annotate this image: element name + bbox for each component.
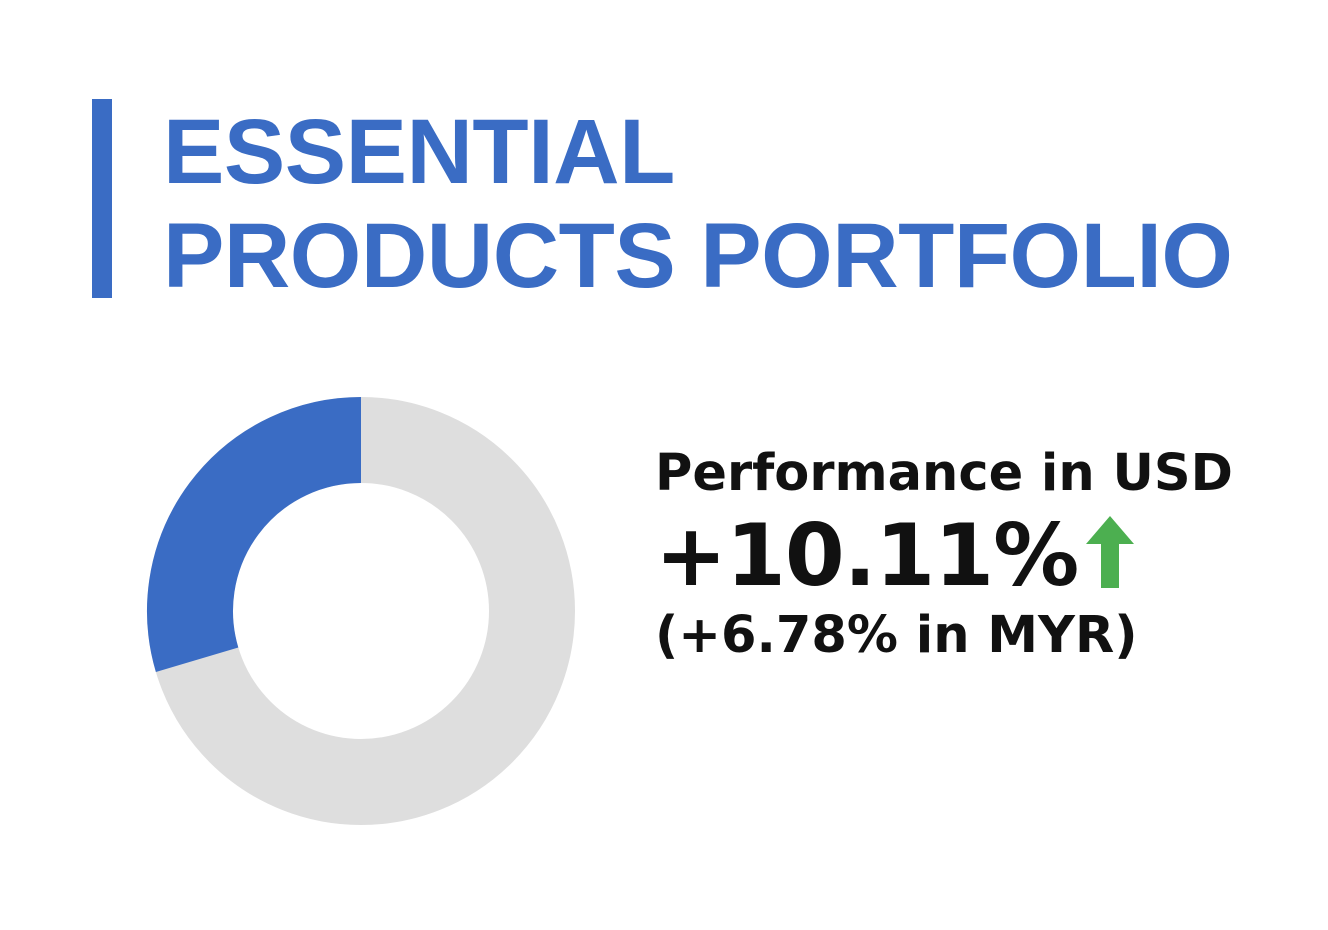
performance-value-row: +10.11% [655, 510, 1233, 602]
performance-sub-value: (+6.78% in MYR) [655, 606, 1138, 665]
page-title: ESSENTIAL PRODUCTS PORTFOLIO [163, 100, 1233, 308]
performance-panel: Performance in USD +10.11% (+6.78% in MY… [655, 442, 1233, 668]
title-accent-bar [92, 99, 112, 298]
portfolio-donut-chart [146, 396, 576, 826]
donut-svg [147, 397, 575, 825]
title-line-2: PRODUCTS PORTFOLIO [163, 205, 1233, 307]
up-arrow-icon [1086, 516, 1135, 588]
title-line-1: ESSENTIAL [163, 101, 675, 203]
donut-highlight-segment [147, 397, 363, 672]
performance-value: +10.11% [655, 506, 1079, 606]
performance-label: Performance in USD [655, 444, 1233, 503]
